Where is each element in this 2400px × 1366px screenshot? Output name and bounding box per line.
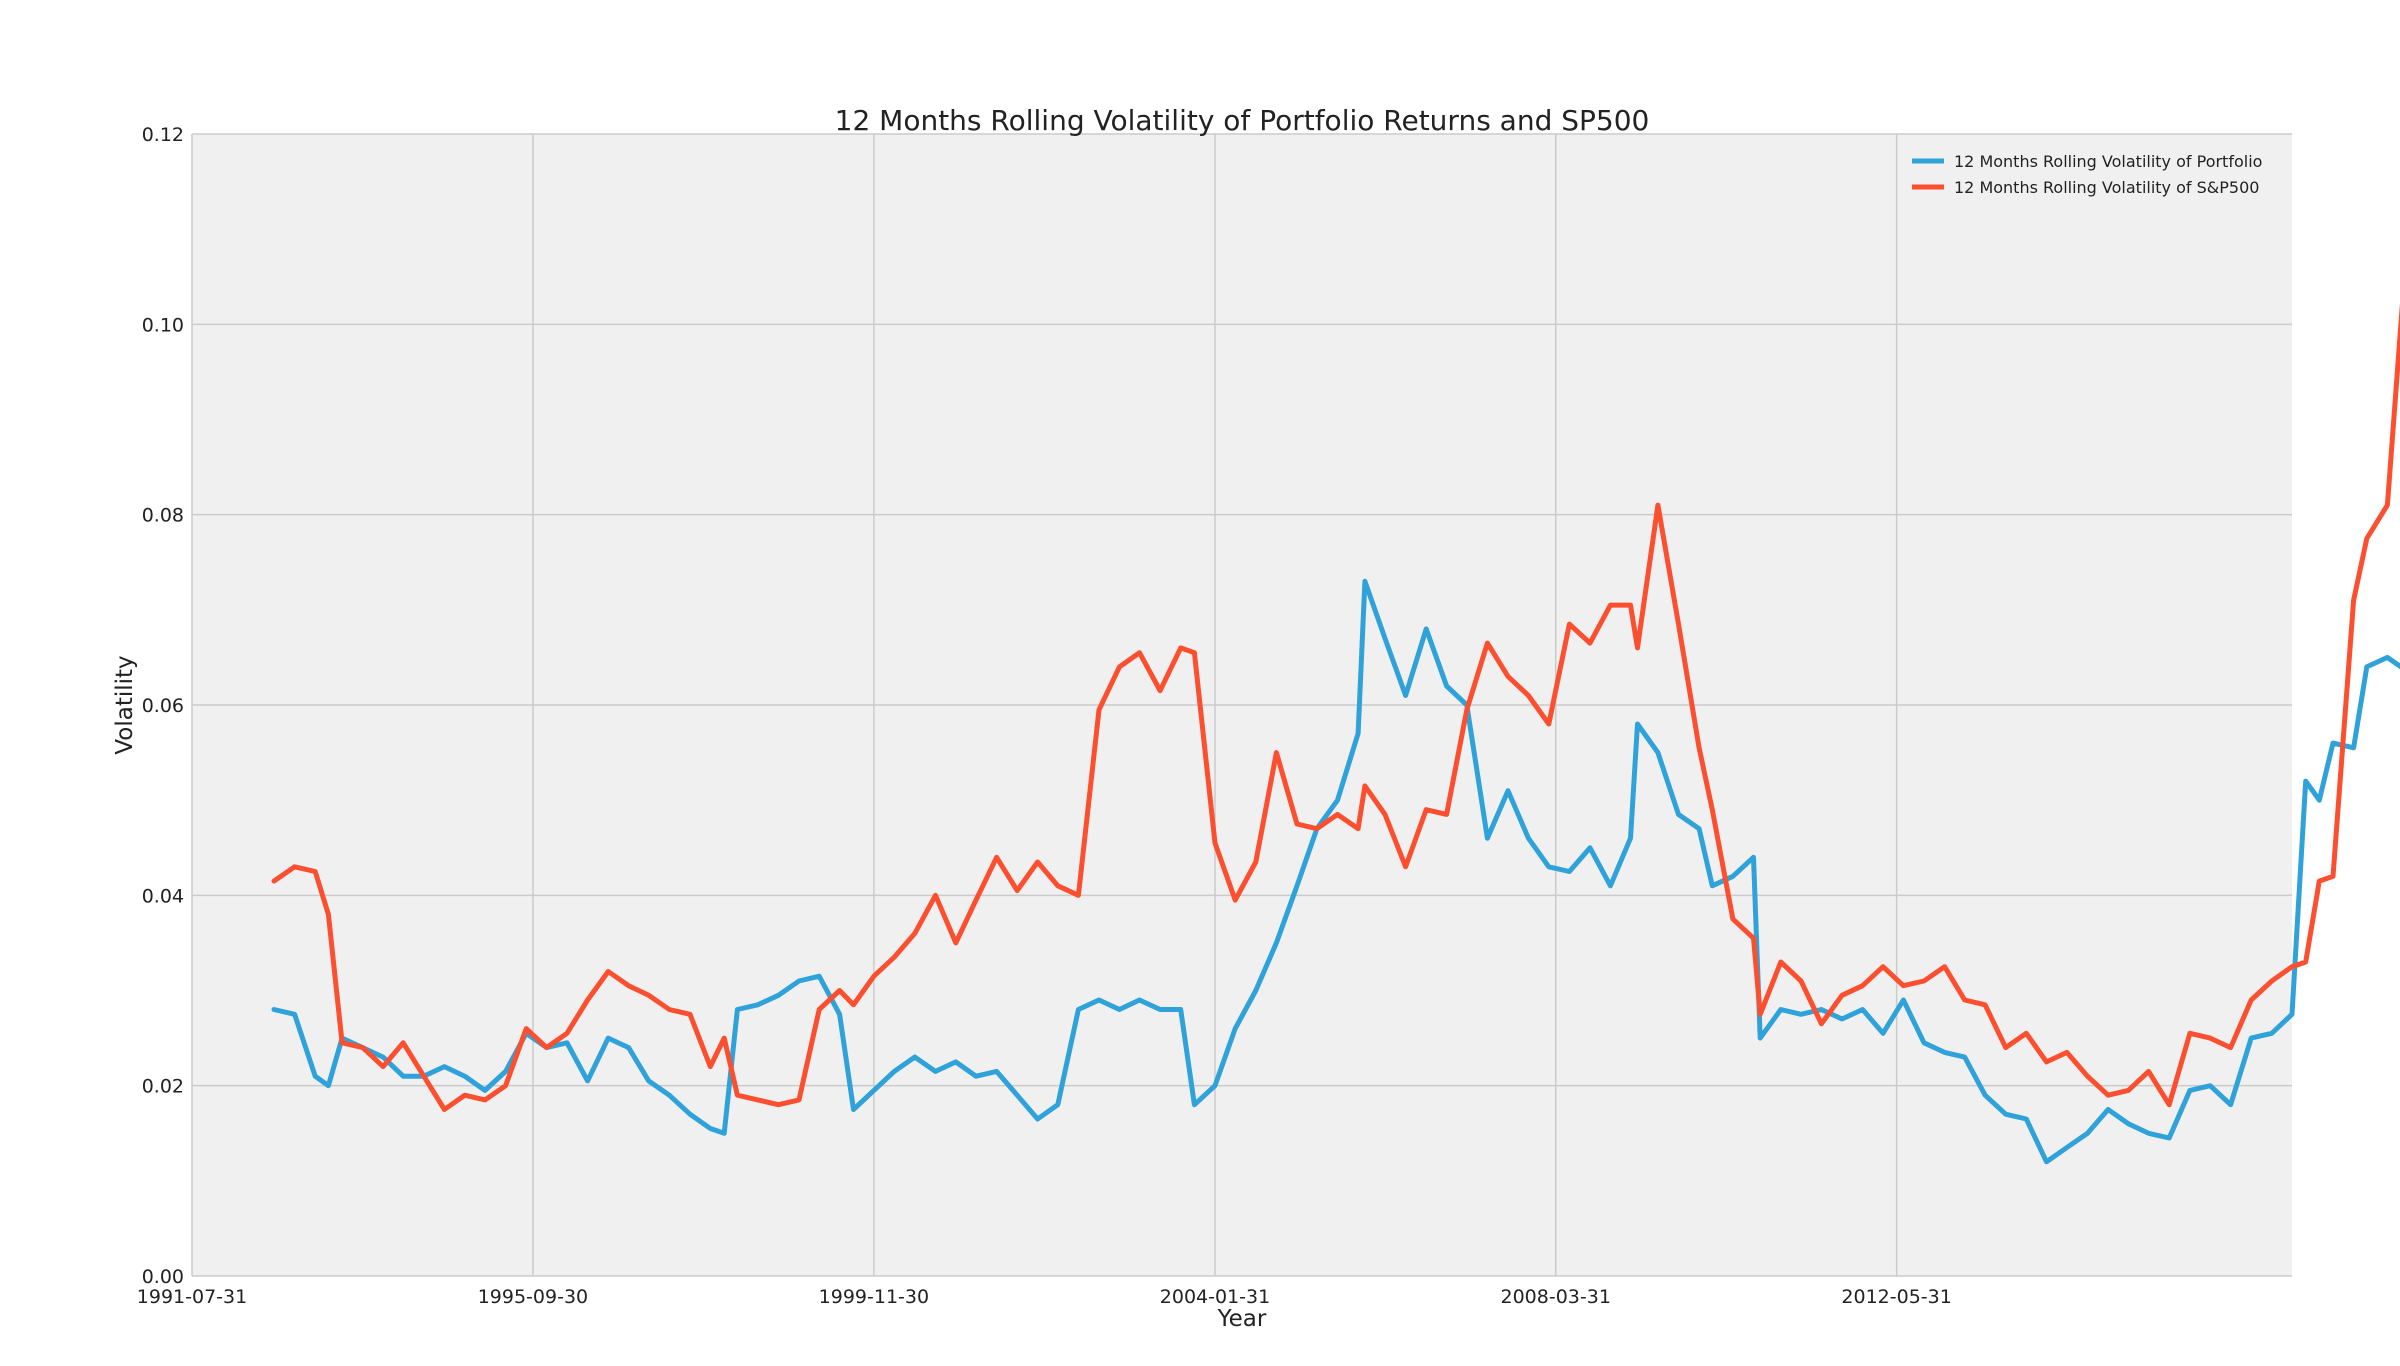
y-axis-label: Volatility	[112, 655, 138, 754]
y-tick-label: 0.06	[142, 695, 184, 717]
x-tick-label: 1999-11-30	[819, 1286, 929, 1308]
x-tick-label: 1995-09-30	[478, 1286, 588, 1308]
y-tick-label: 0.04	[142, 885, 184, 907]
y-tick-label: 0.00	[142, 1266, 184, 1288]
legend-label-sp500: 12 Months Rolling Volatility of S&P500	[1954, 178, 2259, 197]
x-tick-label: 1991-07-31	[137, 1286, 247, 1308]
series-line-0	[271, 578, 2400, 1165]
series-line-1	[271, 302, 2400, 1112]
x-axis-label: Year	[1217, 1306, 1267, 1332]
y-tick-label: 0.02	[142, 1076, 184, 1098]
y-tick-label: 0.12	[142, 124, 184, 146]
y-tick-label: 0.08	[142, 505, 184, 527]
axis-ticks: 0.00 0.02 0.04 0.06 0.08 0.10 0.12 1991-07-31 19…	[137, 124, 1952, 1308]
x-tick-label: 2004-01-31	[1160, 1286, 1270, 1308]
x-tick-label: 2008-03-31	[1501, 1286, 1611, 1308]
legend: 12 Months Rolling Volatility of Portfoli…	[1912, 152, 2262, 197]
x-tick-label: 2012-05-31	[1841, 1286, 1951, 1308]
legend-label-portfolio: 12 Months Rolling Volatility of Portfoli…	[1954, 152, 2262, 171]
y-tick-label: 0.10	[142, 314, 184, 336]
series-layer	[271, 302, 2400, 1165]
chart-title: 12 Months Rolling Volatility of Portfoli…	[835, 104, 1650, 137]
